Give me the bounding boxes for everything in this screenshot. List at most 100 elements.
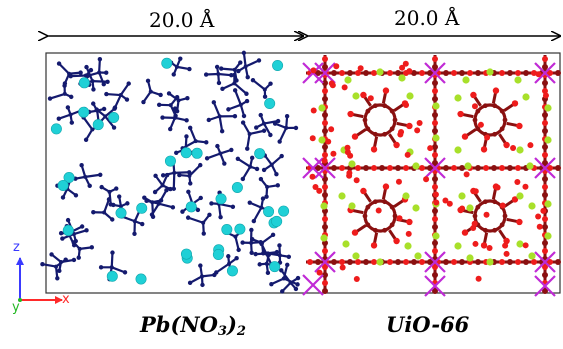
oxygen-atom (187, 170, 192, 175)
framework-atom (395, 259, 401, 265)
n-o-bond (104, 115, 115, 129)
lead-ion (78, 106, 90, 118)
framework-oxygen (316, 187, 323, 194)
framework-oxygen (535, 213, 542, 220)
framework-atom (432, 88, 438, 94)
n-o-bond (212, 101, 221, 117)
nitrogen-atom (172, 115, 177, 120)
framework-atom (322, 112, 328, 118)
oxygen-atom (145, 78, 151, 84)
oxygen-atom (260, 196, 266, 201)
nitrogen-atom (216, 72, 221, 77)
pb-nitrate-label: Pb(NO3)2 (140, 312, 246, 339)
nitrate-molecule (141, 78, 163, 105)
oxygen-atom (220, 86, 225, 92)
nitrate-molecule (220, 72, 249, 96)
linker-green-atom (320, 202, 328, 210)
oxygen-atom (268, 132, 273, 138)
framework-oxygen (310, 67, 317, 74)
ring-atom (365, 108, 371, 114)
framework-atom (403, 165, 409, 171)
oxygen-atom (247, 200, 252, 205)
nitrogen-atom (232, 67, 237, 72)
oxygen-atom (101, 81, 106, 87)
lead-ion (278, 205, 290, 217)
framework-oxygen (527, 142, 534, 149)
oxygen-atom (241, 113, 247, 119)
ring-atom (382, 199, 388, 205)
n-o-bond (237, 157, 251, 168)
framework-atom (331, 259, 337, 265)
nitrogen-atom (95, 108, 100, 113)
oxygen-atom (295, 275, 301, 281)
y-axis-dot (18, 298, 22, 302)
n-o-bond (283, 277, 298, 286)
nitrogen-atom (156, 201, 161, 206)
framework-atom (432, 96, 438, 102)
framework-oxygen (432, 191, 439, 198)
oxygen-atom (218, 214, 223, 220)
linker-green-atom (464, 162, 472, 170)
framework-atom (387, 259, 393, 265)
n-o-bond (221, 67, 235, 71)
oxygen-atom (184, 134, 189, 139)
simulation-box (45, 52, 561, 294)
framework-atom (432, 264, 438, 270)
nitrogen-atom (174, 64, 179, 69)
oxygen-atom (249, 155, 255, 161)
framework-atom (432, 208, 438, 214)
oxygen-atom (203, 72, 209, 77)
nitrogen-atom (227, 261, 232, 266)
n-o-bond (215, 262, 230, 274)
oxygen-atom (257, 262, 262, 267)
oxygen-atom (201, 231, 206, 236)
framework-atom (315, 259, 321, 265)
linker-green-atom (458, 192, 466, 200)
oxygen-atom (142, 195, 147, 200)
framework-atom (387, 70, 393, 76)
oxygen-atom (110, 250, 115, 255)
oxygen-atom (62, 81, 68, 86)
oxygen-atom (84, 228, 89, 233)
framework-atom (355, 70, 361, 76)
framework-oxygen (339, 264, 346, 271)
framework-oxygen (328, 126, 335, 133)
linker-green-atom (402, 192, 410, 200)
oxygen-atom (230, 204, 236, 209)
arm-oxygen (360, 91, 367, 99)
framework-atom (531, 70, 537, 76)
oxygen-atom (187, 125, 193, 131)
n-o-bond (218, 116, 224, 132)
oxygen-atom (170, 205, 176, 210)
arm-oxygen (492, 87, 500, 94)
framework-atom (432, 248, 438, 254)
oxygen-atom (226, 107, 231, 112)
framework-atom (363, 259, 369, 265)
framework-atom (443, 165, 449, 171)
oxygen-atom (187, 280, 193, 286)
oxygen-atom (180, 209, 185, 214)
nitrate-molecule (177, 162, 203, 186)
framework-atom (339, 165, 345, 171)
framework-oxygen (483, 211, 490, 218)
oxygen-atom (49, 252, 54, 257)
linker-green-atom (414, 252, 422, 260)
nitrogen-atom (265, 184, 270, 189)
framework-atom (542, 128, 548, 134)
framework-atom (419, 165, 425, 171)
arm-oxygen (351, 229, 359, 236)
framework-atom (432, 80, 438, 86)
framework-atom (499, 165, 505, 171)
framework-oxygen (310, 107, 317, 114)
oxygen-atom (56, 116, 62, 121)
n-o-bond (158, 202, 174, 209)
framework-oxygen (459, 205, 466, 212)
oxygen-atom (141, 99, 146, 105)
framework-atom (475, 165, 481, 171)
framework-atom (322, 224, 328, 230)
oxygen-atom (268, 81, 273, 86)
arm-oxygen (347, 110, 354, 118)
oxygen-atom (178, 56, 183, 61)
n-o-bond (263, 119, 279, 125)
linker-green-atom (352, 252, 360, 260)
